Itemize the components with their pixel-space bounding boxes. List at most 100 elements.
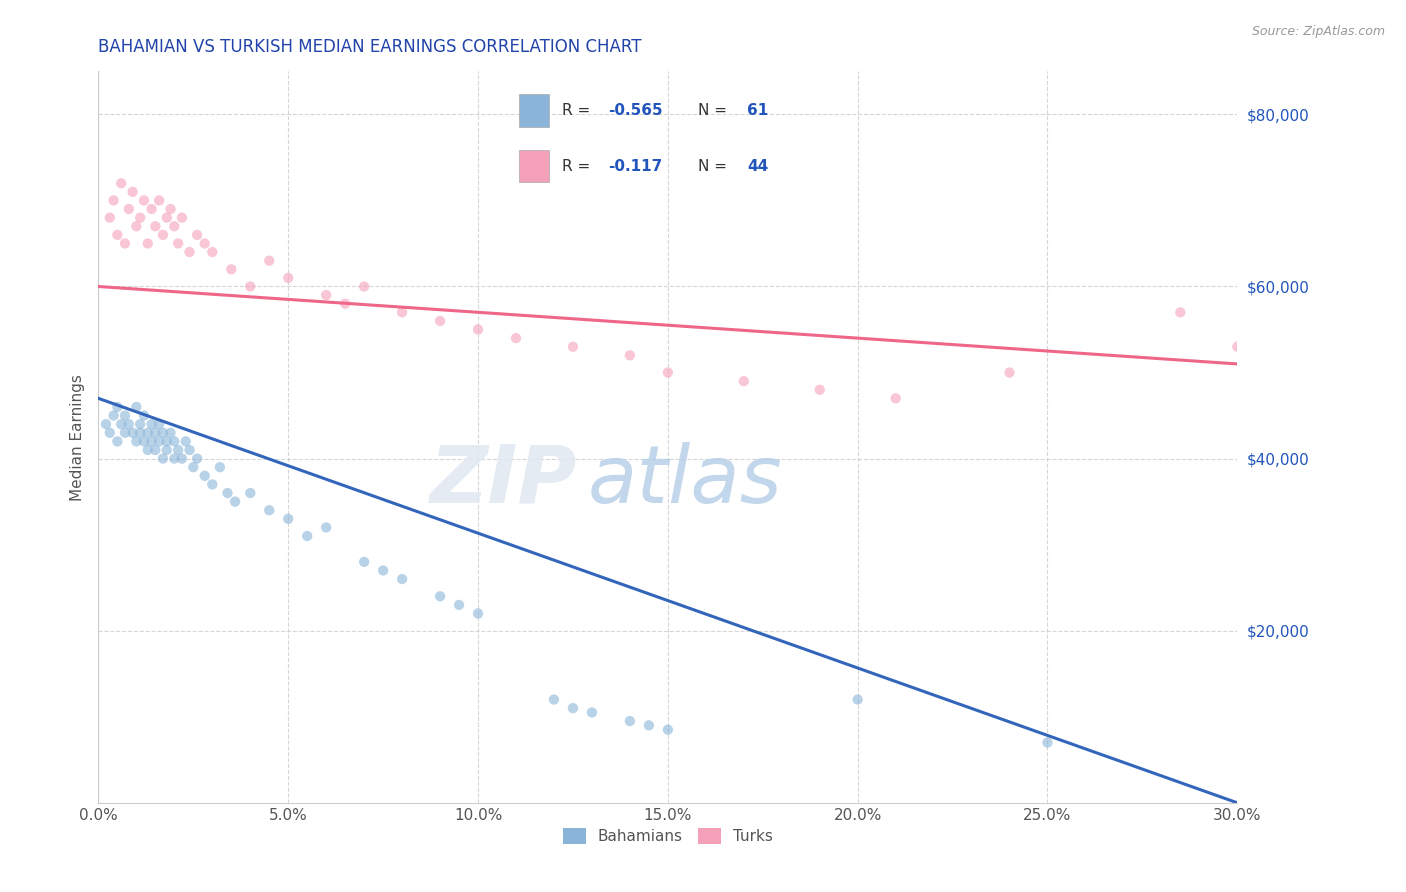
Point bbox=[152, 227, 174, 242]
Point bbox=[118, 202, 141, 216]
Point bbox=[159, 202, 181, 216]
Text: BAHAMIAN VS TURKISH MEDIAN EARNINGS CORRELATION CHART: BAHAMIAN VS TURKISH MEDIAN EARNINGS CORR… bbox=[98, 38, 643, 56]
Point bbox=[129, 211, 152, 225]
Point bbox=[543, 692, 565, 706]
Point bbox=[170, 211, 193, 225]
Point bbox=[159, 425, 181, 440]
Text: N =: N = bbox=[697, 159, 731, 174]
Point bbox=[467, 322, 489, 336]
Point bbox=[259, 503, 281, 517]
Point bbox=[1036, 735, 1059, 749]
Point bbox=[186, 227, 208, 242]
Text: R =: R = bbox=[562, 103, 595, 118]
Point bbox=[94, 417, 117, 432]
Point bbox=[505, 331, 527, 345]
Text: ZIP: ZIP bbox=[429, 442, 576, 520]
Point bbox=[353, 279, 375, 293]
Point bbox=[152, 425, 174, 440]
Point bbox=[467, 607, 489, 621]
Point bbox=[1226, 340, 1249, 354]
Point bbox=[224, 494, 246, 508]
Point bbox=[194, 468, 217, 483]
Point bbox=[447, 598, 470, 612]
Point bbox=[562, 340, 585, 354]
Point bbox=[156, 211, 179, 225]
Point bbox=[174, 434, 197, 449]
Point bbox=[259, 253, 281, 268]
Point bbox=[163, 451, 186, 466]
Point bbox=[98, 211, 121, 225]
Point bbox=[638, 718, 661, 732]
Text: Source: ZipAtlas.com: Source: ZipAtlas.com bbox=[1251, 25, 1385, 38]
Point bbox=[429, 314, 451, 328]
Point bbox=[98, 425, 121, 440]
Point bbox=[136, 442, 159, 457]
Point bbox=[335, 296, 357, 310]
Point bbox=[167, 442, 190, 457]
Point bbox=[132, 194, 155, 208]
Text: -0.117: -0.117 bbox=[609, 159, 662, 174]
Point bbox=[297, 529, 319, 543]
Point bbox=[884, 392, 907, 406]
Point bbox=[107, 227, 129, 242]
Point bbox=[315, 520, 337, 534]
Point bbox=[148, 417, 170, 432]
Point bbox=[136, 236, 159, 251]
Point bbox=[183, 460, 205, 475]
Point bbox=[121, 185, 143, 199]
Point bbox=[156, 434, 179, 449]
Point bbox=[121, 425, 143, 440]
Point bbox=[391, 305, 413, 319]
Point bbox=[201, 245, 224, 260]
Point bbox=[179, 245, 201, 260]
Text: 61: 61 bbox=[748, 103, 769, 118]
Point bbox=[152, 451, 174, 466]
FancyBboxPatch shape bbox=[519, 150, 550, 182]
Point bbox=[1170, 305, 1192, 319]
Point bbox=[107, 434, 129, 449]
Point bbox=[371, 564, 394, 578]
Point bbox=[201, 477, 224, 491]
Point bbox=[145, 425, 167, 440]
Point bbox=[186, 451, 208, 466]
Point bbox=[179, 442, 201, 457]
Point bbox=[145, 219, 167, 234]
Point bbox=[132, 434, 155, 449]
Point bbox=[619, 348, 641, 362]
Point bbox=[114, 236, 136, 251]
Text: -0.565: -0.565 bbox=[609, 103, 662, 118]
Point bbox=[125, 219, 148, 234]
Point bbox=[148, 434, 170, 449]
Point bbox=[103, 194, 125, 208]
Point bbox=[141, 202, 163, 216]
Point bbox=[221, 262, 243, 277]
Point bbox=[208, 460, 231, 475]
Point bbox=[194, 236, 217, 251]
Point bbox=[239, 279, 262, 293]
Text: N =: N = bbox=[697, 103, 731, 118]
Text: atlas: atlas bbox=[588, 442, 783, 520]
Point bbox=[163, 219, 186, 234]
Point bbox=[136, 425, 159, 440]
Point bbox=[277, 271, 299, 285]
Point bbox=[110, 176, 132, 190]
Point bbox=[107, 400, 129, 414]
Point bbox=[353, 555, 375, 569]
Point bbox=[118, 417, 141, 432]
Point bbox=[103, 409, 125, 423]
Point bbox=[657, 366, 679, 380]
Point bbox=[217, 486, 239, 500]
Point bbox=[167, 236, 190, 251]
Point bbox=[277, 512, 299, 526]
Point bbox=[239, 486, 262, 500]
Point bbox=[163, 434, 186, 449]
Y-axis label: Median Earnings: Median Earnings bbox=[69, 374, 84, 500]
Point bbox=[846, 692, 869, 706]
Point bbox=[125, 400, 148, 414]
Point bbox=[114, 425, 136, 440]
Text: R =: R = bbox=[562, 159, 595, 174]
Point bbox=[110, 417, 132, 432]
Legend: Bahamians, Turks: Bahamians, Turks bbox=[557, 822, 779, 850]
Point bbox=[141, 417, 163, 432]
Point bbox=[125, 434, 148, 449]
